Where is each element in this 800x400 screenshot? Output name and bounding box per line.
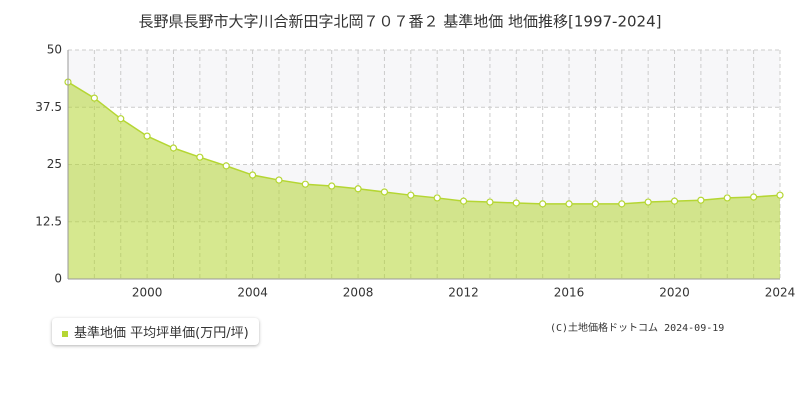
- point: [90, 94, 98, 102]
- legend-label: 基準地価 平均坪単価(万円/坪): [74, 326, 249, 341]
- point: [486, 198, 494, 206]
- chart: 長野県長野市大字川合新田字北岡７０７番２ 基準地価 地価推移[1997-2024…: [35, 13, 796, 300]
- point: [196, 153, 204, 161]
- point: [222, 162, 230, 170]
- point: [169, 144, 178, 152]
- point: [723, 194, 731, 202]
- legend: 基準地価 平均坪単価(万円/坪): [52, 318, 259, 345]
- x-tick-label: 2012: [448, 286, 479, 300]
- source: (C)土地価格ドットコム 2024-09-19: [550, 323, 725, 334]
- y-tick-label: 37.5: [35, 100, 62, 114]
- point: [380, 188, 389, 196]
- line: [67, 81, 781, 205]
- x-tick-label: 2020: [659, 286, 690, 300]
- y-tick-label: 25: [47, 157, 62, 171]
- area: [68, 82, 780, 279]
- chart-title: 長野県長野市大字川合新田字北岡７０７番２ 基準地価 地価推移[1997-2024…: [138, 13, 661, 31]
- point: [750, 193, 758, 201]
- x-tick-label: 2024: [765, 286, 796, 300]
- y-tick-label: 12.5: [35, 214, 62, 228]
- point: [565, 200, 573, 208]
- legend-swatch: [62, 330, 68, 337]
- point: [328, 182, 336, 190]
- point: [407, 191, 415, 199]
- x-tick-label: 2008: [343, 286, 374, 300]
- point: [275, 176, 283, 184]
- x-tick-label: 2000: [132, 286, 163, 300]
- point: [670, 197, 679, 205]
- point: [301, 180, 309, 188]
- point: [591, 200, 600, 208]
- point: [776, 191, 784, 199]
- point: [459, 197, 468, 205]
- point: [433, 194, 441, 202]
- y-tick-label: 50: [47, 43, 62, 57]
- point: [539, 200, 547, 208]
- point: [354, 185, 362, 193]
- point: [644, 198, 652, 206]
- x-tick-label: 2004: [237, 286, 268, 300]
- point: [697, 196, 705, 204]
- point: [512, 199, 520, 207]
- x-tick-label: 2016: [554, 286, 585, 300]
- point: [248, 171, 257, 179]
- point: [143, 132, 151, 140]
- point: [117, 115, 125, 123]
- grid-band: [68, 50, 780, 108]
- point: [618, 200, 626, 208]
- y-tick-label: 0: [54, 272, 62, 286]
